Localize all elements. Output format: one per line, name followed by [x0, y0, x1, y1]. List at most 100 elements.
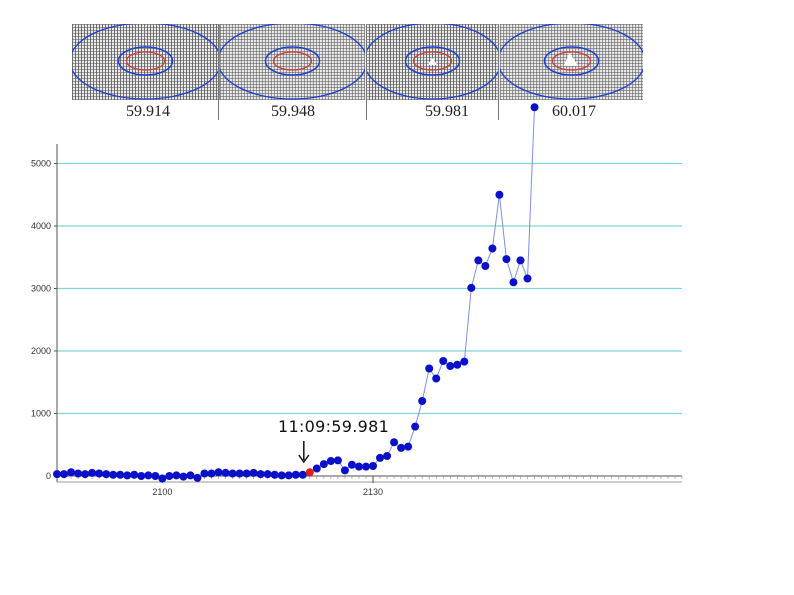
data-point: [158, 474, 167, 483]
data-point: [488, 244, 497, 253]
data-point: [200, 469, 209, 478]
data-point: [242, 469, 251, 478]
data-point: [333, 456, 342, 465]
data-point: [186, 471, 195, 480]
outer-ring: [366, 24, 499, 100]
center-ring: [272, 51, 313, 71]
data-point: [467, 283, 476, 292]
frame-rings: [500, 24, 643, 100]
data-point: [256, 470, 265, 479]
data-point: [130, 470, 139, 479]
data-point: [425, 364, 434, 373]
image-frame: [500, 24, 643, 100]
frame-label: 59.914: [126, 103, 170, 120]
data-point: [137, 472, 146, 480]
data-point: [228, 469, 237, 478]
image-frames-strip: [72, 24, 643, 100]
data-point: [446, 362, 455, 370]
timestamp-annotation: 11:09:59.981: [278, 417, 390, 436]
data-point: [340, 466, 349, 475]
data-point: [460, 357, 469, 366]
bright-spot: [563, 53, 579, 66]
data-point: [179, 472, 188, 481]
outer-ring: [72, 24, 219, 100]
frame-label: 60.017: [552, 103, 596, 120]
data-point: [221, 468, 230, 477]
data-point: [523, 274, 532, 283]
data-point: [369, 462, 378, 470]
data-point: [123, 471, 132, 480]
inner-ring: [404, 46, 461, 76]
center-ring: [551, 51, 592, 71]
data-point: [207, 469, 216, 478]
annotation-arrow-head: [298, 454, 310, 464]
y-tick-label: 4000: [31, 221, 51, 231]
data-point: [60, 470, 69, 479]
data-point: [144, 471, 153, 480]
y-tick-label: 5000: [31, 159, 51, 169]
frame-rings: [366, 24, 499, 100]
data-point: [354, 462, 363, 471]
data-point: [249, 468, 258, 477]
data-point: [411, 422, 420, 431]
data-point: [481, 262, 490, 270]
data-point: [361, 462, 370, 471]
y-tick-label: 0: [46, 471, 51, 481]
y-tick-label: 1000: [31, 409, 51, 419]
data-point: [270, 470, 279, 479]
data-point: [495, 190, 504, 199]
data-point: [88, 468, 97, 477]
data-point: [193, 473, 202, 482]
data-point: [277, 471, 286, 480]
data-point: [418, 397, 427, 405]
image-frame: [72, 24, 219, 100]
frame-divider: [366, 24, 367, 120]
data-point: [151, 472, 160, 480]
data-point: [319, 460, 328, 469]
data-point: [291, 470, 300, 479]
x-tick-label: 2100: [152, 487, 172, 497]
data-point: [376, 453, 385, 462]
data-point: [516, 256, 525, 265]
highlighted-data-point: [305, 468, 314, 477]
data-point: [172, 471, 181, 480]
data-point: [109, 470, 118, 479]
data-point: [453, 360, 462, 369]
data-point: [347, 460, 356, 469]
frame-divider: [498, 24, 499, 120]
frame-rings: [220, 24, 365, 100]
bright-spot: [427, 58, 438, 65]
x-tick-label: 2130: [363, 487, 383, 497]
data-point: [67, 468, 76, 477]
data-point: [95, 469, 104, 478]
outer-ring: [500, 24, 643, 100]
image-frame: [366, 24, 499, 100]
center-ring: [412, 51, 453, 71]
data-point: [284, 471, 293, 480]
inner-ring: [117, 46, 174, 76]
data-point: [74, 469, 83, 478]
data-point: [53, 470, 61, 479]
data-point: [165, 472, 174, 480]
data-point: [530, 103, 539, 112]
data-point: [263, 470, 272, 479]
data-point: [214, 468, 223, 477]
inner-ring: [264, 46, 321, 76]
data-point: [390, 438, 399, 447]
data-point: [383, 452, 392, 460]
data-point: [298, 470, 307, 479]
y-tick-label: 3000: [31, 284, 51, 294]
data-point: [432, 374, 441, 383]
y-tick-label: 2000: [31, 346, 51, 356]
data-point: [326, 457, 335, 465]
frame-label: 59.948: [271, 103, 315, 120]
image-frame: [220, 24, 365, 100]
data-point: [397, 443, 406, 452]
outer-ring: [220, 24, 365, 100]
frame-rings: [72, 24, 219, 100]
inner-ring: [543, 46, 600, 76]
data-point: [102, 470, 111, 479]
data-point: [404, 442, 413, 451]
frame-divider: [218, 24, 219, 120]
data-point: [502, 255, 511, 264]
